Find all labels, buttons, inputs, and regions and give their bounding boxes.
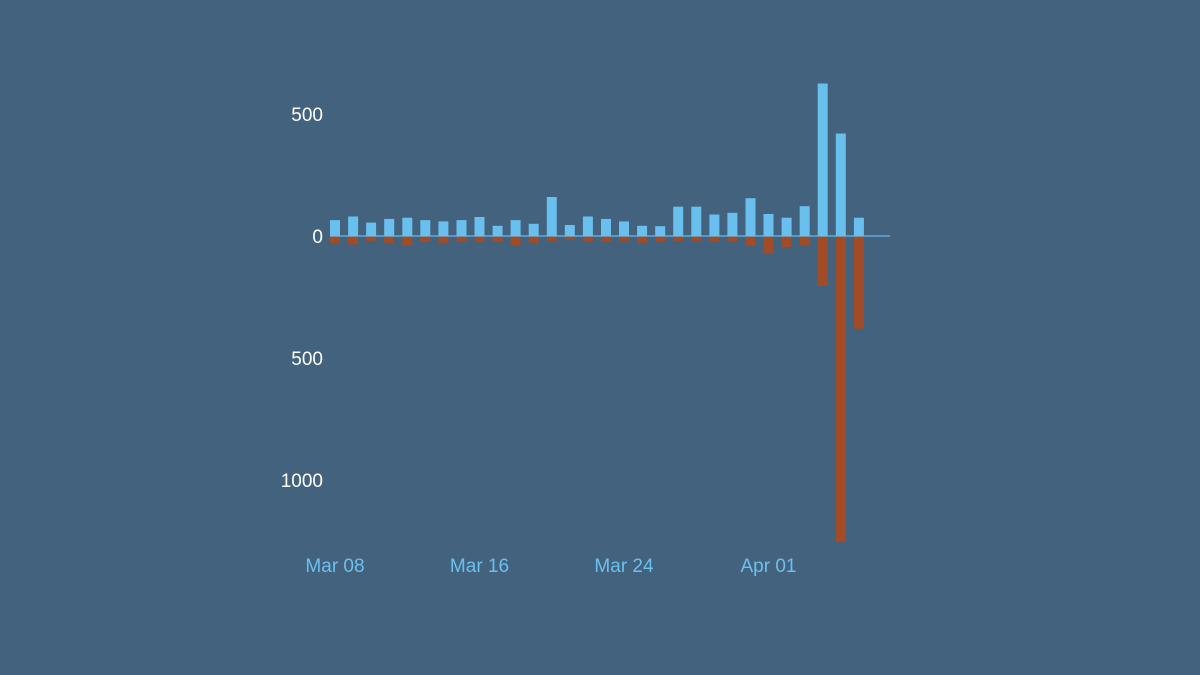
positive-bar-2020-03-13 — [420, 220, 431, 236]
positive-bar-2020-03-12 — [402, 217, 413, 236]
x-tick-label: Apr 01 — [741, 556, 797, 577]
positive-bar-2020-03-28 — [691, 206, 702, 236]
positive-bar-2020-03-30 — [727, 212, 738, 236]
bars-group — [330, 83, 864, 543]
x-axis-ticks: Mar 08 Mar 16 Mar 24 Apr 01 — [305, 556, 796, 577]
positive-bar-2020-03-09 — [348, 216, 359, 236]
negative-bar-2020-03-17 — [492, 236, 503, 243]
positive-bar-2020-03-26 — [655, 226, 666, 236]
positive-bar-2020-03-16 — [474, 217, 485, 236]
negative-bar-2020-03-11 — [384, 236, 395, 244]
negative-bar-2020-03-14 — [438, 236, 449, 243]
negative-bar-2020-03-08 — [330, 236, 340, 244]
positive-bar-2020-04-02 — [781, 217, 792, 236]
positive-bar-2020-03-24 — [619, 221, 629, 236]
positive-bar-2020-03-11 — [384, 218, 395, 236]
negative-bar-2020-03-12 — [402, 236, 413, 246]
positive-bar-2020-03-21 — [564, 225, 575, 236]
x-tick-label: Mar 08 — [305, 556, 364, 577]
negative-bar-2020-03-23 — [601, 236, 611, 243]
negative-bar-2020-03-20 — [546, 236, 557, 241]
positive-bar-2020-04-04 — [817, 83, 828, 236]
y-tick-label: 1000 — [281, 471, 323, 492]
negative-bar-2020-03-26 — [655, 236, 666, 243]
negative-bar-2020-03-22 — [582, 236, 593, 243]
negative-bar-2020-03-16 — [474, 236, 485, 243]
positive-bar-2020-03-08 — [330, 220, 340, 236]
negative-bar-2020-03-10 — [366, 236, 377, 241]
positive-bar-2020-04-06 — [853, 217, 864, 236]
positive-bar-2020-03-17 — [492, 225, 503, 236]
positive-bar-2020-03-10 — [366, 222, 377, 236]
negative-bar-2020-03-19 — [528, 236, 539, 243]
positive-bar-2020-03-20 — [546, 197, 557, 236]
y-tick-label: 0 — [312, 227, 323, 248]
negative-bar-2020-03-24 — [619, 236, 629, 241]
negative-bar-2020-03-21 — [564, 236, 575, 240]
positive-bar-2020-04-03 — [799, 206, 810, 236]
negative-bar-2020-03-30 — [727, 236, 738, 243]
positive-bar-2020-03-31 — [745, 198, 756, 236]
y-tick-label: 500 — [291, 105, 323, 126]
negative-bar-2020-03-25 — [637, 236, 648, 243]
negative-bar-2020-04-06 — [853, 236, 864, 329]
negative-bar-2020-03-18 — [510, 236, 521, 246]
y-axis-ticks: 500 0 500 1000 — [281, 105, 323, 492]
negative-bar-2020-03-31 — [745, 236, 756, 246]
negative-bar-2020-03-27 — [673, 236, 684, 241]
negative-bar-2020-03-13 — [420, 236, 431, 243]
negative-bar-2020-04-02 — [781, 236, 792, 247]
positive-bar-2020-03-25 — [637, 225, 648, 236]
x-tick-label: Mar 16 — [450, 556, 509, 577]
negative-bar-2020-03-28 — [691, 236, 702, 241]
positive-bar-2020-04-05 — [835, 133, 846, 236]
y-tick-label: 500 — [291, 349, 323, 370]
negative-bar-2020-04-05 — [835, 236, 846, 543]
positive-bar-2020-03-18 — [510, 220, 521, 236]
negative-bar-2020-04-04 — [817, 236, 828, 286]
positive-bar-2020-03-15 — [456, 220, 467, 236]
negative-bar-2020-04-01 — [763, 236, 774, 254]
positive-bar-2020-03-14 — [438, 221, 449, 236]
negative-bar-2020-04-03 — [799, 236, 810, 246]
positive-bar-2020-03-19 — [528, 223, 539, 236]
x-tick-label: Mar 24 — [594, 556, 654, 577]
negative-bar-2020-03-29 — [709, 236, 720, 243]
positive-bar-2020-03-29 — [709, 214, 720, 236]
positive-bar-2020-04-01 — [763, 214, 774, 236]
positive-bar-2020-03-22 — [582, 216, 593, 236]
positive-bar-2020-03-27 — [673, 206, 684, 236]
positive-bar-2020-03-23 — [601, 218, 611, 236]
negative-bar-2020-03-09 — [348, 236, 359, 245]
negative-bar-2020-03-15 — [456, 236, 467, 243]
